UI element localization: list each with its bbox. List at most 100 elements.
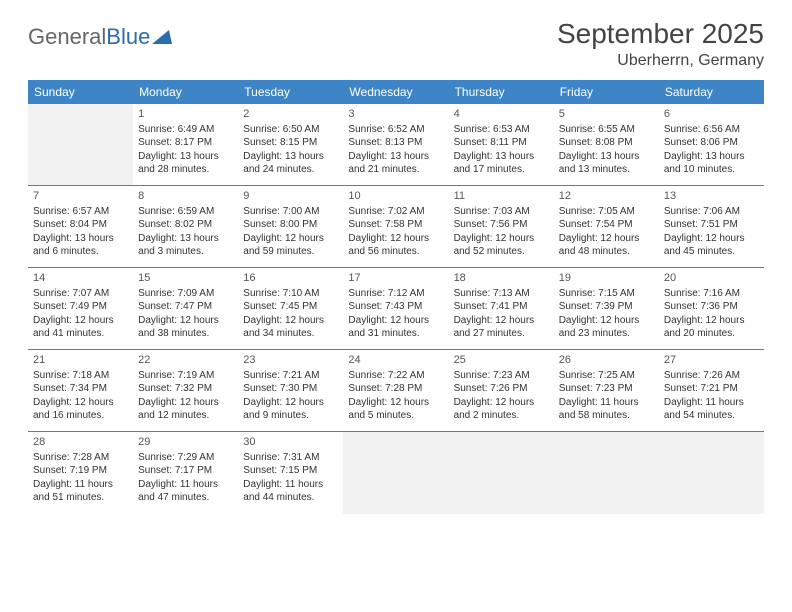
sunset-text: Sunset: 7:34 PM (33, 382, 128, 396)
sunrise-text: Sunrise: 7:21 AM (243, 369, 338, 383)
sunrise-text: Sunrise: 6:50 AM (243, 123, 338, 137)
sunset-text: Sunset: 7:26 PM (454, 382, 549, 396)
sunrise-text: Sunrise: 7:13 AM (454, 287, 549, 301)
daylight-text: Daylight: 11 hours and 51 minutes. (33, 478, 128, 505)
calendar-cell-empty (554, 432, 659, 514)
daylight-text: Daylight: 12 hours and 12 minutes. (138, 396, 233, 423)
daylight-text: Daylight: 13 hours and 21 minutes. (348, 150, 443, 177)
daylight-text: Daylight: 13 hours and 28 minutes. (138, 150, 233, 177)
sunset-text: Sunset: 7:47 PM (138, 300, 233, 314)
daylight-text: Daylight: 12 hours and 9 minutes. (243, 396, 338, 423)
sunset-text: Sunset: 7:58 PM (348, 218, 443, 232)
sunset-text: Sunset: 8:17 PM (138, 136, 233, 150)
day-header: Thursday (449, 81, 554, 104)
calendar-cell: 23Sunrise: 7:21 AMSunset: 7:30 PMDayligh… (238, 350, 343, 432)
day-number: 7 (33, 189, 128, 204)
calendar-cell-empty (343, 432, 448, 514)
daylight-text: Daylight: 11 hours and 44 minutes. (243, 478, 338, 505)
sunrise-text: Sunrise: 7:26 AM (664, 369, 759, 383)
sunrise-text: Sunrise: 7:18 AM (33, 369, 128, 383)
day-number: 14 (33, 271, 128, 286)
calendar-cell: 17Sunrise: 7:12 AMSunset: 7:43 PMDayligh… (343, 268, 448, 350)
calendar-cell: 28Sunrise: 7:28 AMSunset: 7:19 PMDayligh… (28, 432, 133, 514)
sunset-text: Sunset: 7:30 PM (243, 382, 338, 396)
sunrise-text: Sunrise: 7:25 AM (559, 369, 654, 383)
logo-text-general: General (28, 24, 106, 50)
day-number: 6 (664, 107, 759, 122)
sunset-text: Sunset: 7:36 PM (664, 300, 759, 314)
sunrise-text: Sunrise: 6:59 AM (138, 205, 233, 219)
calendar-cell: 18Sunrise: 7:13 AMSunset: 7:41 PMDayligh… (449, 268, 554, 350)
calendar-cell: 3Sunrise: 6:52 AMSunset: 8:13 PMDaylight… (343, 104, 448, 186)
sunrise-text: Sunrise: 7:12 AM (348, 287, 443, 301)
calendar-cell: 25Sunrise: 7:23 AMSunset: 7:26 PMDayligh… (449, 350, 554, 432)
daylight-text: Daylight: 13 hours and 13 minutes. (559, 150, 654, 177)
sunset-text: Sunset: 7:32 PM (138, 382, 233, 396)
sunrise-text: Sunrise: 7:07 AM (33, 287, 128, 301)
sunrise-text: Sunrise: 7:02 AM (348, 205, 443, 219)
calendar-row: 7Sunrise: 6:57 AMSunset: 8:04 PMDaylight… (28, 186, 764, 268)
day-number: 24 (348, 353, 443, 368)
calendar-cell: 10Sunrise: 7:02 AMSunset: 7:58 PMDayligh… (343, 186, 448, 268)
sunset-text: Sunset: 7:43 PM (348, 300, 443, 314)
sunset-text: Sunset: 8:04 PM (33, 218, 128, 232)
calendar-cell-empty (659, 432, 764, 514)
sunrise-text: Sunrise: 7:19 AM (138, 369, 233, 383)
daylight-text: Daylight: 11 hours and 58 minutes. (559, 396, 654, 423)
calendar-cell: 13Sunrise: 7:06 AMSunset: 7:51 PMDayligh… (659, 186, 764, 268)
day-number: 27 (664, 353, 759, 368)
sunrise-text: Sunrise: 7:23 AM (454, 369, 549, 383)
calendar-cell: 21Sunrise: 7:18 AMSunset: 7:34 PMDayligh… (28, 350, 133, 432)
sunrise-text: Sunrise: 7:06 AM (664, 205, 759, 219)
day-number: 13 (664, 189, 759, 204)
day-header: Monday (133, 81, 238, 104)
calendar-cell: 1Sunrise: 6:49 AMSunset: 8:17 PMDaylight… (133, 104, 238, 186)
calendar-cell: 22Sunrise: 7:19 AMSunset: 7:32 PMDayligh… (133, 350, 238, 432)
calendar-cell: 12Sunrise: 7:05 AMSunset: 7:54 PMDayligh… (554, 186, 659, 268)
calendar-cell: 5Sunrise: 6:55 AMSunset: 8:08 PMDaylight… (554, 104, 659, 186)
sunset-text: Sunset: 7:19 PM (33, 464, 128, 478)
sunrise-text: Sunrise: 7:03 AM (454, 205, 549, 219)
daylight-text: Daylight: 12 hours and 45 minutes. (664, 232, 759, 259)
sunset-text: Sunset: 8:02 PM (138, 218, 233, 232)
calendar-cell: 11Sunrise: 7:03 AMSunset: 7:56 PMDayligh… (449, 186, 554, 268)
day-number: 15 (138, 271, 233, 286)
sunset-text: Sunset: 7:15 PM (243, 464, 338, 478)
sunrise-text: Sunrise: 6:53 AM (454, 123, 549, 137)
daylight-text: Daylight: 12 hours and 52 minutes. (454, 232, 549, 259)
day-number: 3 (348, 107, 443, 122)
day-number: 4 (454, 107, 549, 122)
sunrise-text: Sunrise: 7:16 AM (664, 287, 759, 301)
day-number: 10 (348, 189, 443, 204)
title-block: September 2025 Uberherrn, Germany (557, 18, 764, 70)
daylight-text: Daylight: 12 hours and 31 minutes. (348, 314, 443, 341)
calendar-cell: 30Sunrise: 7:31 AMSunset: 7:15 PMDayligh… (238, 432, 343, 514)
calendar-cell: 7Sunrise: 6:57 AMSunset: 8:04 PMDaylight… (28, 186, 133, 268)
sunrise-text: Sunrise: 6:49 AM (138, 123, 233, 137)
sunset-text: Sunset: 8:13 PM (348, 136, 443, 150)
daylight-text: Daylight: 13 hours and 17 minutes. (454, 150, 549, 177)
sunset-text: Sunset: 7:21 PM (664, 382, 759, 396)
day-header: Sunday (28, 81, 133, 104)
sunrise-text: Sunrise: 7:15 AM (559, 287, 654, 301)
sunset-text: Sunset: 8:06 PM (664, 136, 759, 150)
sunrise-text: Sunrise: 6:56 AM (664, 123, 759, 137)
sunrise-text: Sunrise: 7:09 AM (138, 287, 233, 301)
sunset-text: Sunset: 7:56 PM (454, 218, 549, 232)
location-label: Uberherrn, Germany (557, 52, 764, 70)
sunset-text: Sunset: 7:28 PM (348, 382, 443, 396)
calendar-cell: 27Sunrise: 7:26 AMSunset: 7:21 PMDayligh… (659, 350, 764, 432)
day-number: 26 (559, 353, 654, 368)
sunset-text: Sunset: 7:23 PM (559, 382, 654, 396)
month-title: September 2025 (557, 18, 764, 50)
triangle-icon (152, 24, 172, 50)
logo-text-blue: Blue (106, 24, 150, 50)
day-number: 5 (559, 107, 654, 122)
day-number: 22 (138, 353, 233, 368)
header: GeneralBlue September 2025 Uberherrn, Ge… (28, 18, 764, 70)
calendar-row: 14Sunrise: 7:07 AMSunset: 7:49 PMDayligh… (28, 268, 764, 350)
day-number: 11 (454, 189, 549, 204)
day-number: 19 (559, 271, 654, 286)
day-header: Saturday (659, 81, 764, 104)
daylight-text: Daylight: 12 hours and 48 minutes. (559, 232, 654, 259)
